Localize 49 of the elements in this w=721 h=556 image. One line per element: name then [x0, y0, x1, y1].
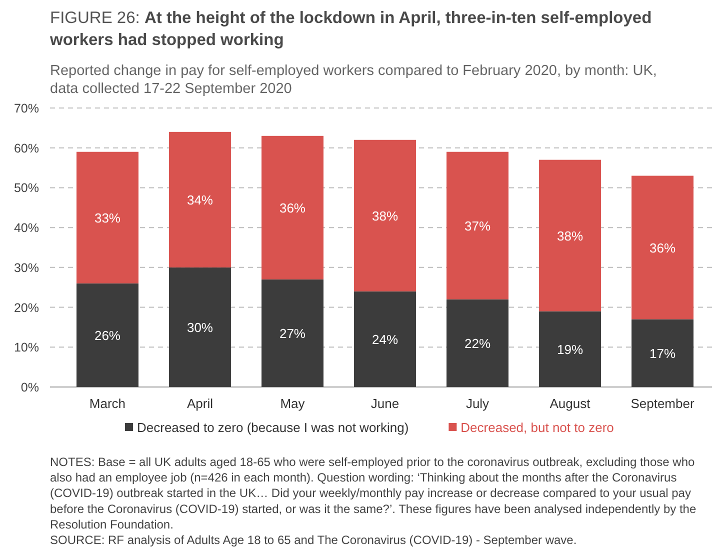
y-tick-label: 70% — [14, 102, 39, 116]
data-label: 30% — [186, 320, 214, 336]
y-tick-label: 10% — [14, 340, 39, 355]
data-label: 33% — [94, 210, 121, 226]
data-label: 36% — [649, 240, 676, 256]
bar — [169, 132, 231, 268]
bar — [632, 319, 694, 387]
bar — [539, 160, 601, 312]
data-label: 26% — [94, 328, 121, 344]
y-tick-label: 0% — [20, 380, 39, 394]
y-tick-label: 40% — [14, 221, 39, 236]
text: NOTES: Base = all UK adults aged 18-65 who were self-employed prior to the coronavirus outbreak, excluding those who also had an employee job (n=426 in each month). Question wording: ‘Thinking about the months after the Coronavirus (COVID-19) outbreak started in the UK… Did your weekly/monthly pay increase or decrease compared to your usual pay before the Coronavirus (COVID-19) started, or was it the same?’. These figures have been analysed independently by the Resolution Foundation. — [50, 455, 696, 532]
data-label: 38% — [556, 228, 584, 244]
legend-label: Decreased to zero (because I was not working) — [137, 420, 409, 435]
bar — [446, 152, 508, 300]
bar — [76, 152, 138, 284]
source-note: SOURCE: RF analysis of Adults Age 18 to 65 and The Coronavirus (COVID-19) - September wave. — [50, 533, 577, 547]
bar — [262, 279, 324, 387]
bar — [446, 299, 508, 387]
bar — [262, 136, 324, 280]
bar — [76, 283, 138, 387]
data-label: 17% — [649, 346, 676, 362]
data-label: 34% — [186, 192, 214, 208]
data-label: 24% — [372, 332, 398, 348]
data-label: 36% — [279, 200, 306, 216]
legend-label: Decreased, but not to zero — [460, 420, 614, 435]
x-tick-label: August — [550, 396, 591, 411]
y-tick-label: 30% — [14, 260, 39, 275]
data-label: 37% — [464, 218, 491, 234]
bar — [354, 291, 416, 387]
y-tick-label: 20% — [14, 300, 39, 315]
data-label: 19% — [556, 342, 584, 358]
bar — [632, 176, 694, 320]
data-label: 27% — [279, 326, 306, 342]
data-label: 22% — [464, 336, 491, 352]
chart-title: FIGURE 26: At the height of the lockdown in April, three-in-ten self-employed workers had stopped working — [49, 9, 652, 49]
x-tick-label: May — [280, 396, 306, 411]
x-tick-label: June — [370, 396, 400, 411]
bar — [539, 311, 601, 387]
y-tick-label: 60% — [14, 141, 39, 156]
chart-subtitle: Reported change in pay for self-employed workers compared to February 2020, by month: UK, data collected 17-22 September 2020 — [50, 63, 657, 97]
y-tick-label: 50% — [14, 181, 39, 196]
x-tick-label: March — [89, 396, 126, 411]
bar — [169, 267, 231, 387]
data-label: 38% — [372, 208, 398, 224]
x-tick-label: April — [186, 396, 214, 411]
x-tick-label: July — [466, 396, 490, 411]
x-tick-label: September — [630, 396, 695, 411]
bar — [354, 140, 416, 292]
